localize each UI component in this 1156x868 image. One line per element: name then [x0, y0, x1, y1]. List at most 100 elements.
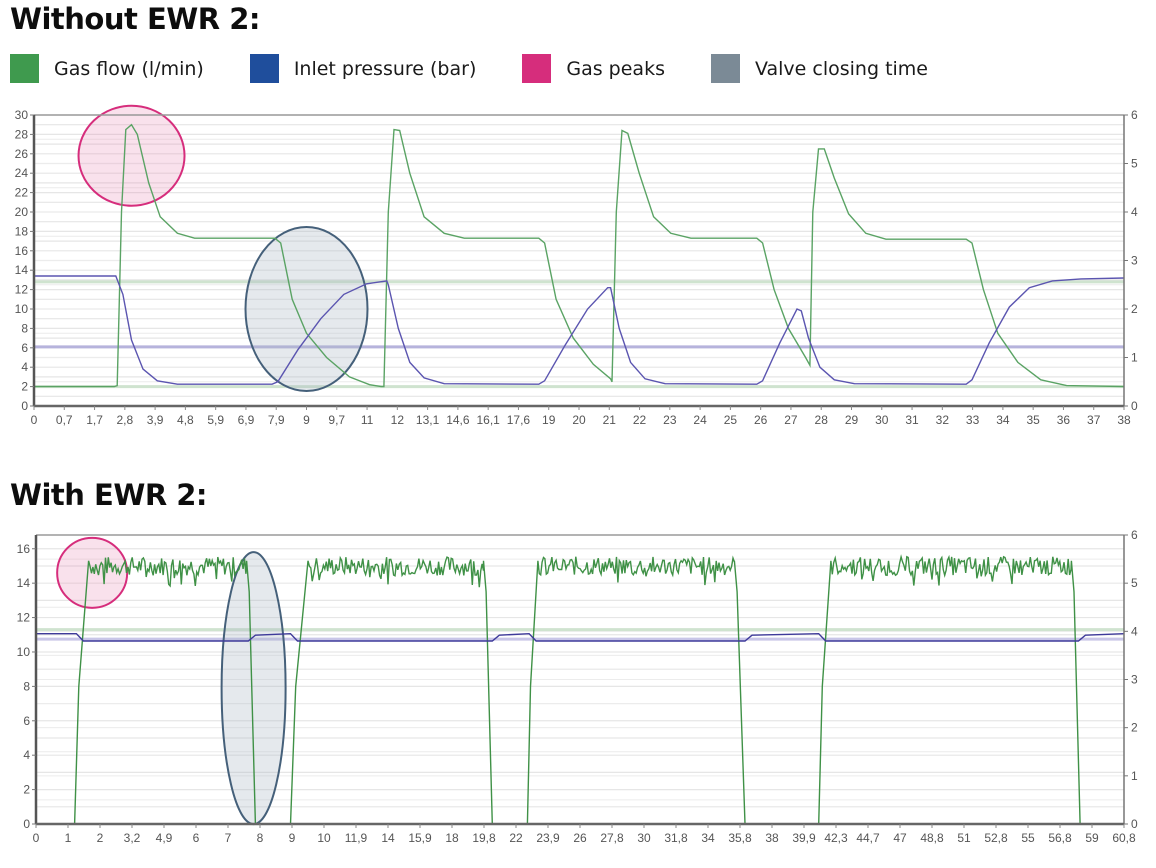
y-right-tick-label: 6: [1131, 528, 1138, 542]
x-tick-label: 0: [33, 831, 40, 845]
x-tick-label: 29: [845, 413, 859, 427]
y-right-tick-label: 0: [1131, 399, 1138, 413]
x-tick-label: 7,9: [268, 413, 285, 427]
x-tick-label: 9: [289, 831, 296, 845]
legend: Gas flow (l/min) Inlet pressure (bar) Ga…: [10, 54, 974, 83]
y-right-tick-label: 1: [1131, 769, 1138, 783]
gas-flow-line: [34, 123, 1125, 388]
y-left-tick-label: 6: [21, 341, 28, 355]
y-left-tick-label: 8: [23, 679, 30, 693]
x-tick-label: 19,8: [472, 831, 496, 845]
y-left-tick-label: 12: [17, 611, 31, 625]
x-tick-label: 31: [905, 413, 919, 427]
x-tick-label: 24: [693, 413, 707, 427]
x-tick-label: 11,9: [345, 831, 368, 845]
x-tick-label: 0,7: [56, 413, 73, 427]
x-tick-label: 14,6: [446, 413, 470, 427]
x-tick-label: 16,1: [476, 413, 500, 427]
y-left-tick-label: 4: [23, 748, 30, 762]
x-tick-label: 18: [445, 831, 459, 845]
y-left-tick-label: 2: [23, 783, 30, 797]
x-tick-label: 55: [1021, 831, 1035, 845]
x-tick-label: 23,9: [536, 831, 560, 845]
x-tick-label: 32: [936, 413, 950, 427]
inlet-pressure-line: [34, 275, 1125, 385]
y-right-tick-label: 1: [1131, 351, 1138, 365]
x-tick-label: 4,8: [177, 413, 194, 427]
x-tick-label: 9: [303, 413, 310, 427]
x-tick-label: 36: [1057, 413, 1071, 427]
x-tick-label: 22: [633, 413, 647, 427]
x-tick-label: 47: [893, 831, 907, 845]
x-tick-label: 1: [65, 831, 72, 845]
y-left-tick-label: 0: [23, 817, 30, 831]
legend-item-inlet-pressure: Inlet pressure (bar): [249, 54, 476, 83]
y-right-tick-label: 2: [1131, 302, 1138, 316]
x-tick-label: 12: [391, 413, 405, 427]
green-swatch-icon: [10, 54, 39, 83]
x-tick-label: 27: [784, 413, 798, 427]
x-tick-label: 21: [603, 413, 617, 427]
x-tick-label: 2,8: [116, 413, 133, 427]
y-right-tick-label: 4: [1131, 624, 1138, 638]
y-right-tick-label: 5: [1131, 576, 1138, 590]
x-tick-label: 7: [225, 831, 232, 845]
x-tick-label: 51: [957, 831, 971, 845]
x-tick-label: 26: [573, 831, 587, 845]
x-tick-label: 3,9: [147, 413, 164, 427]
y-left-tick-label: 30: [15, 108, 29, 122]
y-left-tick-label: 22: [15, 186, 29, 200]
blue-swatch-icon: [249, 54, 279, 83]
x-tick-label: 19: [542, 413, 556, 427]
gas-flow-line: [36, 554, 1124, 825]
y-left-tick-label: 18: [15, 224, 29, 238]
x-tick-label: 52,8: [984, 831, 1008, 845]
y-left-tick-label: 26: [15, 147, 29, 161]
x-tick-label: 28: [815, 413, 829, 427]
x-tick-label: 25: [724, 413, 738, 427]
x-tick-label: 23: [663, 413, 677, 427]
x-tick-label: 56,8: [1048, 831, 1072, 845]
x-tick-label: 9,7: [328, 413, 345, 427]
valve-closing-highlight: [220, 551, 287, 826]
x-tick-label: 59: [1085, 831, 1099, 845]
x-tick-label: 31,8: [664, 831, 688, 845]
x-tick-label: 39,9: [792, 831, 816, 845]
y-left-tick-label: 24: [15, 166, 29, 180]
x-tick-label: 14: [381, 831, 395, 845]
gas-peak-highlight: [77, 104, 186, 207]
x-tick-label: 34: [996, 413, 1010, 427]
y-left-tick-label: 20: [15, 205, 29, 219]
chart-title-without-ewr2: Without EWR 2:: [10, 2, 260, 36]
y-right-tick-label: 4: [1131, 205, 1138, 219]
x-tick-label: 20: [572, 413, 586, 427]
y-left-tick-label: 16: [17, 542, 31, 556]
x-tick-label: 44,7: [856, 831, 880, 845]
x-tick-label: 34: [701, 831, 715, 845]
y-left-tick-label: 14: [17, 576, 31, 590]
x-tick-label: 1,7: [86, 413, 103, 427]
x-tick-label: 13,1: [416, 413, 440, 427]
x-tick-label: 6: [193, 831, 200, 845]
x-tick-label: 26: [754, 413, 768, 427]
x-tick-label: 5,9: [207, 413, 224, 427]
y-left-tick-label: 28: [15, 127, 29, 141]
y-left-tick-label: 4: [21, 360, 28, 374]
y-left-tick-label: 10: [17, 645, 31, 659]
x-tick-label: 0: [31, 413, 38, 427]
x-tick-label: 22: [509, 831, 523, 845]
legend-label: Gas flow (l/min): [54, 57, 204, 80]
x-tick-label: 30: [875, 413, 889, 427]
x-tick-label: 2: [97, 831, 104, 845]
y-right-tick-label: 2: [1131, 721, 1138, 735]
x-tick-label: 3,2: [124, 831, 141, 845]
x-tick-label: 37: [1087, 413, 1101, 427]
inlet-pressure-line: [36, 632, 1125, 642]
x-tick-label: 8: [257, 831, 264, 845]
x-tick-label: 27,8: [600, 831, 624, 845]
legend-item-valve-closing-time: Valve closing time: [710, 54, 928, 83]
y-left-tick-label: 10: [15, 302, 29, 316]
x-tick-label: 10: [317, 831, 331, 845]
grey-swatch-icon: [710, 54, 740, 83]
